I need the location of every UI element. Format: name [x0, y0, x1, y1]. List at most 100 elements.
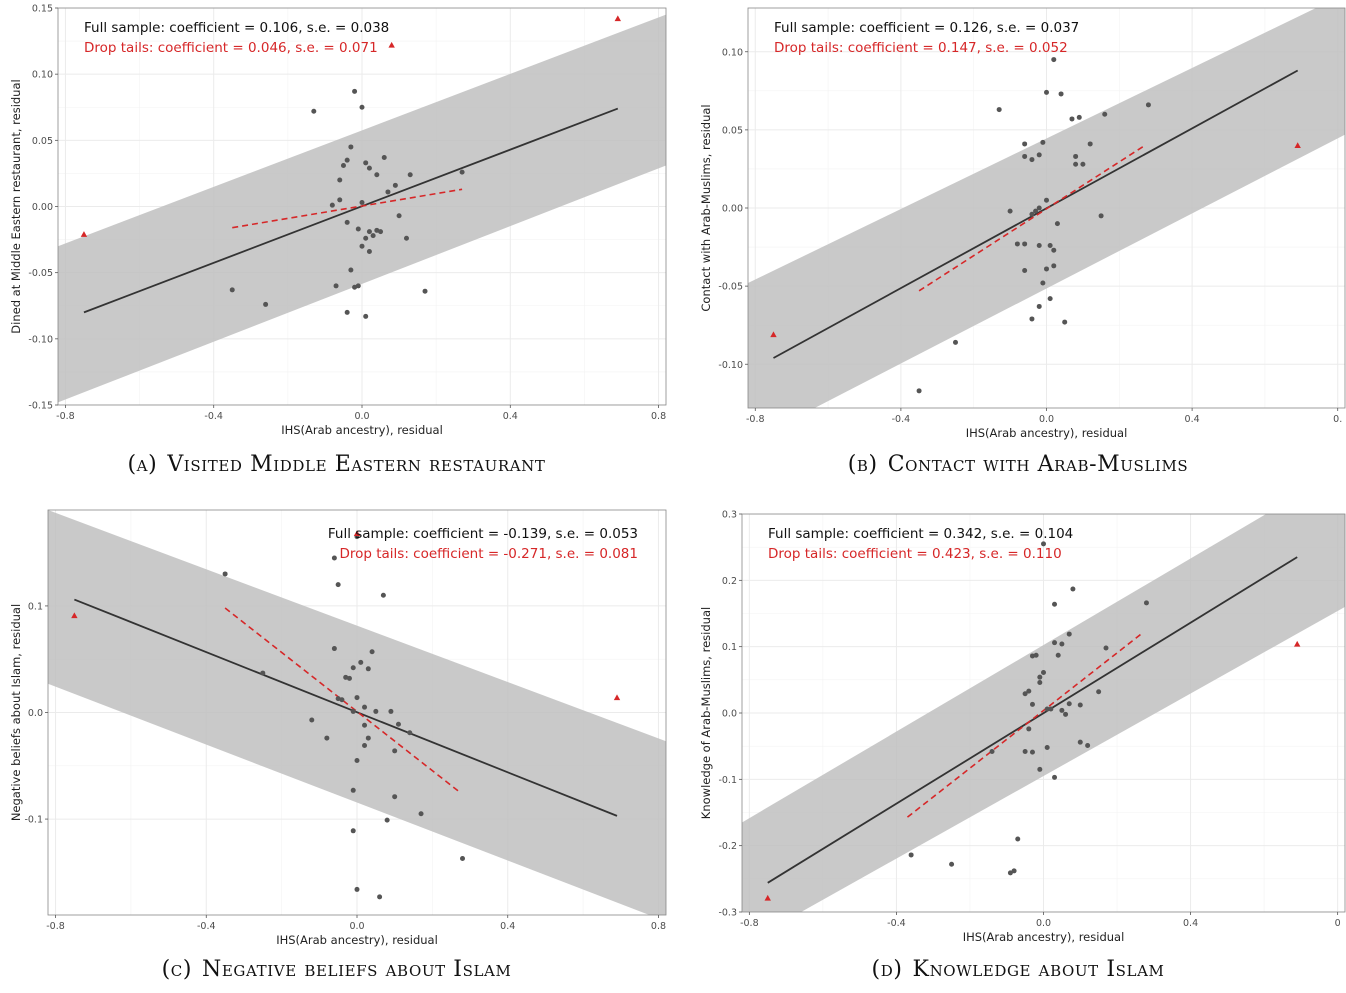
y-tick-label: 0.15: [32, 4, 53, 15]
x-tick-label: -0.8: [746, 414, 765, 425]
data-point: [1066, 701, 1072, 707]
chart-b: -0.8 -0.4 0.0 0.4 0. -0.10 -0.05 0.00 0.05 0.10 IH…: [699, 7, 1346, 440]
data-point: [908, 852, 914, 858]
data-point: [422, 288, 428, 294]
data-point: [354, 757, 360, 763]
chart-d: -0.8 -0.4 0.0 0.4 0 -0.3 -0.2 -0.1 0.0 0.1 0.2 0.3 I…: [699, 510, 1346, 944]
data-point: [222, 571, 228, 577]
data-point: [916, 388, 922, 394]
data-point: [989, 748, 995, 754]
x-tick-label: 0.4: [1183, 918, 1198, 929]
x-tick-label: 0.0: [1036, 918, 1051, 929]
data-point: [1037, 674, 1043, 680]
y-tick-label: 0.00: [722, 204, 743, 215]
data-point: [339, 697, 345, 703]
data-point: [374, 172, 380, 178]
data-point: [362, 722, 368, 728]
caption-letter: (a): [127, 452, 158, 477]
data-point: [329, 202, 335, 208]
data-point: [388, 708, 394, 714]
data-point: [1051, 263, 1057, 269]
data-point: [392, 748, 398, 754]
data-point: [1087, 141, 1093, 147]
data-point: [1052, 640, 1058, 646]
data-point: [263, 301, 269, 307]
outlier-triangle: [613, 694, 621, 701]
y-axis-title: Contact with Arab-Muslims, residual: [699, 104, 713, 311]
plot-area: [48, 510, 666, 915]
y-axis-title: Knowledge of Arab-Muslims, residual: [699, 607, 713, 819]
data-point: [396, 213, 402, 219]
data-point: [1029, 316, 1035, 322]
data-point: [354, 886, 360, 892]
data-point: [1047, 243, 1053, 248]
data-point: [229, 287, 235, 293]
caption-c: (c) Negative beliefs about Islam: [0, 957, 673, 982]
x-tick-label: -0.4: [204, 411, 223, 422]
caption-text: Negative beliefs about Islam: [202, 957, 512, 982]
data-point: [1022, 153, 1028, 159]
data-point: [1029, 701, 1035, 707]
fit-line-drop-tails: [918, 144, 1146, 292]
data-point: [1014, 241, 1020, 247]
data-point: [1029, 749, 1035, 755]
data-point: [1096, 689, 1102, 695]
panel-b: -0.8 -0.4 0.0 0.4 0. -0.10 -0.05 0.00 0.05 0.10 IH…: [690, 0, 1346, 496]
data-point: [366, 165, 372, 171]
x-tick-label: 0.0: [354, 411, 369, 422]
y-tick-label: 0.00: [32, 202, 53, 213]
data-point: [1073, 153, 1079, 159]
y-tick-label: -0.2: [718, 841, 737, 852]
data-point: [346, 675, 352, 681]
caption-letter: (c): [161, 957, 193, 982]
caption-letter: (d): [871, 957, 903, 982]
data-point: [1059, 641, 1065, 647]
data-point: [1044, 89, 1049, 95]
x-tick-label: 0.8: [651, 921, 666, 932]
annotation-drop-tails: Drop tails: coefficient = 0.423, s.e. = …: [768, 546, 1062, 562]
x-tick-label: -0.8: [56, 411, 75, 422]
panel-a: -0.8 -0.4 0.0 0.4 0.8 -0.15 -0.10 -0.05 0.00 0.05…: [0, 0, 673, 496]
data-point: [1036, 205, 1042, 211]
caption-text: Visited Middle Eastern restaurant: [167, 452, 546, 477]
data-point: [365, 735, 371, 741]
outlier-triangle: [614, 15, 622, 22]
data-point: [359, 104, 365, 110]
data-point: [1044, 706, 1050, 712]
data-point: [362, 704, 368, 710]
data-point: [1080, 161, 1086, 167]
data-point: [370, 233, 376, 239]
x-tick-label: 0: [1335, 918, 1341, 929]
data-point: [1015, 836, 1021, 842]
data-point: [355, 226, 361, 232]
data-point: [354, 695, 360, 701]
data-point: [392, 182, 398, 188]
outlier-triangle: [764, 894, 771, 901]
data-point: [1026, 688, 1032, 694]
data-point: [1098, 213, 1104, 219]
data-point: [1044, 197, 1049, 203]
outlier-triangle: [353, 530, 361, 537]
y-tick-label: -0.05: [28, 268, 53, 279]
data-point: [1062, 319, 1068, 325]
data-point: [1052, 601, 1058, 607]
data-point: [1070, 586, 1076, 592]
data-point: [1040, 139, 1046, 145]
data-point: [1052, 774, 1058, 780]
data-point: [1022, 141, 1028, 147]
x-tick-label: 0.0: [1039, 414, 1054, 425]
y-tick-label: 0.3: [722, 510, 737, 521]
caption-text: Contact with Arab-Muslims: [887, 452, 1189, 477]
y-axis-title: Negative beliefs about Islam, residual: [9, 604, 23, 821]
y-tick-label: 0.1: [28, 601, 43, 612]
data-point: [331, 646, 337, 652]
data-point: [1022, 748, 1028, 754]
data-point: [343, 674, 349, 680]
data-point: [378, 229, 384, 235]
data-point: [1073, 161, 1079, 167]
data-point: [331, 555, 337, 561]
x-tick-label: -0.8: [46, 921, 65, 932]
x-tick-label: -0.4: [892, 414, 911, 425]
data-point: [340, 162, 346, 168]
data-point: [381, 155, 387, 161]
